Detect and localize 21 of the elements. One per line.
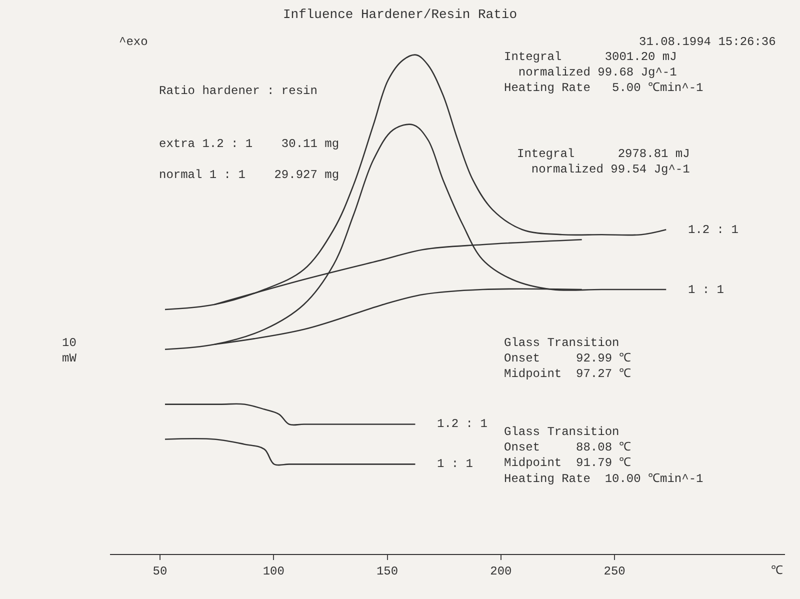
- series-label: 1 : 1: [437, 457, 474, 471]
- x-tick-label: 250: [604, 564, 626, 578]
- annotation: extra 1.2 : 1 30.11 mg: [159, 137, 340, 151]
- text: 31.08.1994 15:26:36: [639, 35, 776, 49]
- annotation: Glass Transition Onset 88.08 ℃ Midpoint 91.79 ℃ Heating Rate 10.00 ℃min^-1: [504, 425, 704, 486]
- x-tick-label: 200: [490, 564, 512, 578]
- annotation: normal 1 : 1 29.927 mg: [159, 168, 340, 182]
- x-axis-title: ℃: [771, 564, 783, 578]
- annotation: Glass Transition Onset 92.99 ℃ Midpoint 97.27 ℃: [504, 336, 632, 382]
- annotation: Ratio hardener : resin: [159, 84, 318, 98]
- series-label: 1 : 1: [688, 283, 724, 297]
- x-tick-label: 50: [152, 564, 168, 578]
- chart-title: Influence Hardener/Resin Ratio: [282, 7, 518, 22]
- text: 10 mW: [62, 336, 78, 366]
- annotation: Integral 3001.20 mJ normalized 99.68 Jg^-1 Heating Rate 5.00 ℃min^-1: [504, 50, 704, 96]
- series-label: 1.2 : 1: [688, 223, 738, 237]
- annotation: Integral 2978.81 mJ normalized 99.54 Jg^-1: [517, 147, 690, 177]
- x-tick-label: 150: [376, 564, 398, 578]
- text: ^exo: [119, 35, 148, 49]
- x-tick-label: 100: [262, 564, 284, 578]
- series-label: 1.2 : 1: [437, 417, 488, 431]
